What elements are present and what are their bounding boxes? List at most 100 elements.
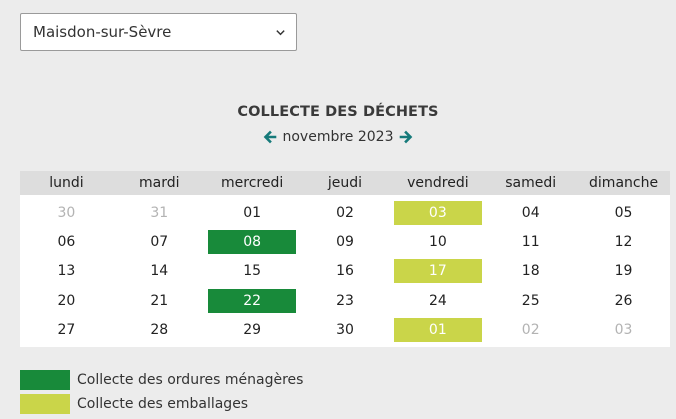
- calendar-day: 06: [20, 227, 113, 256]
- calendar-day: 23: [299, 286, 392, 315]
- calendar-day: 15: [206, 257, 299, 286]
- legend-item-emb: Collecte des emballages: [20, 392, 303, 415]
- day-number: 03: [428, 204, 447, 221]
- legend-label: Collecte des ordures ménagères: [77, 371, 304, 388]
- commune-select-value: Maisdon-sur-Sèvre: [33, 23, 172, 41]
- day-number: 12: [614, 234, 633, 251]
- calendar-day: 21: [113, 286, 206, 315]
- calendar-day: 07: [113, 227, 206, 256]
- calendar-week-row: 27 28 29 30 01 02 03: [20, 316, 670, 345]
- calendar-week-row: 06 07 08 09 10 11 12: [20, 227, 670, 256]
- calendar-day: 29: [206, 316, 299, 345]
- other-month-day: 31: [113, 198, 206, 227]
- day-number: 17: [428, 263, 447, 280]
- arrow-right-icon: [399, 130, 412, 144]
- legend-label: Collecte des emballages: [77, 395, 249, 412]
- collection-day-emb: 17: [391, 257, 484, 286]
- collection-day-om: 22: [206, 286, 299, 315]
- calendar-day: 13: [20, 257, 113, 286]
- month-navigation: novembre 2023: [0, 126, 676, 148]
- day-number: 19: [614, 263, 633, 280]
- day-number: 07: [150, 234, 169, 251]
- calendar-day: 19: [577, 257, 670, 286]
- day-number: 23: [336, 292, 354, 309]
- collection-day-om: 08: [206, 227, 299, 256]
- collection-day-emb: 01: [391, 316, 484, 345]
- calendar-day: 16: [299, 257, 392, 286]
- day-number: 02: [336, 204, 354, 221]
- ordures-menageres-marker: 22: [208, 288, 297, 313]
- calendar-day: 09: [299, 227, 392, 256]
- day-number: 22: [243, 292, 262, 309]
- day-number: 01: [428, 322, 447, 339]
- day-number: 25: [521, 292, 540, 309]
- day-number: 08: [243, 234, 262, 251]
- calendar-day: 05: [577, 198, 670, 227]
- legend-item-om: Collecte des ordures ménagères: [20, 368, 303, 391]
- collection-day-emb: 03: [391, 198, 484, 227]
- arrow-left-icon: [264, 130, 277, 144]
- legend-swatch: [20, 369, 70, 390]
- calendar-week-row: 13 14 15 16 17 18 19: [20, 257, 670, 286]
- day-number: 01: [243, 204, 262, 221]
- day-number: 27: [57, 322, 76, 339]
- weekday-label: lundi: [49, 175, 84, 191]
- calendar-day: 24: [391, 286, 484, 315]
- day-number: 18: [521, 263, 540, 280]
- day-number: 13: [57, 263, 76, 280]
- legend: Collecte des ordures ménagères Collecte d…: [20, 368, 303, 416]
- day-number: 29: [243, 322, 262, 339]
- calendar-day: 01: [206, 198, 299, 227]
- day-number: 31: [150, 204, 169, 221]
- ordures-menageres-marker: 08: [208, 230, 297, 255]
- day-number: 06: [57, 234, 76, 251]
- day-number: 30: [336, 322, 354, 339]
- day-number: 04: [521, 204, 540, 221]
- calendar-day: 04: [484, 198, 577, 227]
- day-number: 03: [614, 322, 633, 339]
- chevron-down-icon: [276, 29, 285, 35]
- weekday-label: jeudi: [327, 175, 363, 191]
- day-number: 16: [336, 263, 354, 280]
- calendar-day: 11: [484, 227, 577, 256]
- prev-month-button[interactable]: [263, 130, 277, 144]
- day-number: 02: [521, 322, 540, 339]
- emballages-marker: 01: [393, 318, 482, 343]
- day-number: 26: [614, 292, 633, 309]
- calendar-day: 14: [113, 257, 206, 286]
- calendar-grid: lundi mardi mercredi jeudi vendredi same…: [20, 171, 670, 347]
- commune-select[interactable]: Maisdon-sur-Sèvre: [20, 13, 297, 51]
- day-number: 30: [57, 204, 76, 221]
- calendar-day: 02: [299, 198, 392, 227]
- weekday-label: mercredi: [221, 175, 284, 191]
- calendar-day: 20: [20, 286, 113, 315]
- day-number: 15: [243, 263, 262, 280]
- calendar-day: 30: [299, 316, 392, 345]
- calendar-day: 10: [391, 227, 484, 256]
- day-number: 21: [150, 292, 169, 309]
- day-number: 09: [336, 234, 354, 251]
- other-month-day: 03: [577, 316, 670, 345]
- calendar-week-row: 20 21 22 23 24 25 26: [20, 286, 670, 315]
- day-number: 11: [521, 234, 540, 251]
- other-month-day: 02: [484, 316, 577, 345]
- calendar-day: 25: [484, 286, 577, 315]
- calendar-body: 30 31 01 02 03 04 05 06 07 08 09 10 11 12 13 14 15 16 17 18…: [20, 195, 670, 347]
- weekday-label: mardi: [139, 175, 180, 191]
- emballages-marker: 17: [393, 259, 482, 284]
- calendar-day: 28: [113, 316, 206, 345]
- weekday-header: lundi mardi mercredi jeudi vendredi same…: [20, 171, 670, 195]
- other-month-day: 30: [20, 198, 113, 227]
- day-number: 14: [150, 263, 169, 280]
- emballages-marker: 03: [393, 200, 482, 225]
- day-number: 10: [428, 234, 447, 251]
- legend-swatch: [20, 393, 70, 414]
- day-number: 28: [150, 322, 169, 339]
- weekday-label: dimanche: [589, 175, 659, 191]
- next-month-button[interactable]: [399, 130, 413, 144]
- calendar-day: 18: [484, 257, 577, 286]
- weekday-label: samedi: [505, 175, 557, 191]
- calendar-day: 27: [20, 316, 113, 345]
- day-number: 24: [428, 292, 447, 309]
- weekday-label: vendredi: [407, 175, 469, 191]
